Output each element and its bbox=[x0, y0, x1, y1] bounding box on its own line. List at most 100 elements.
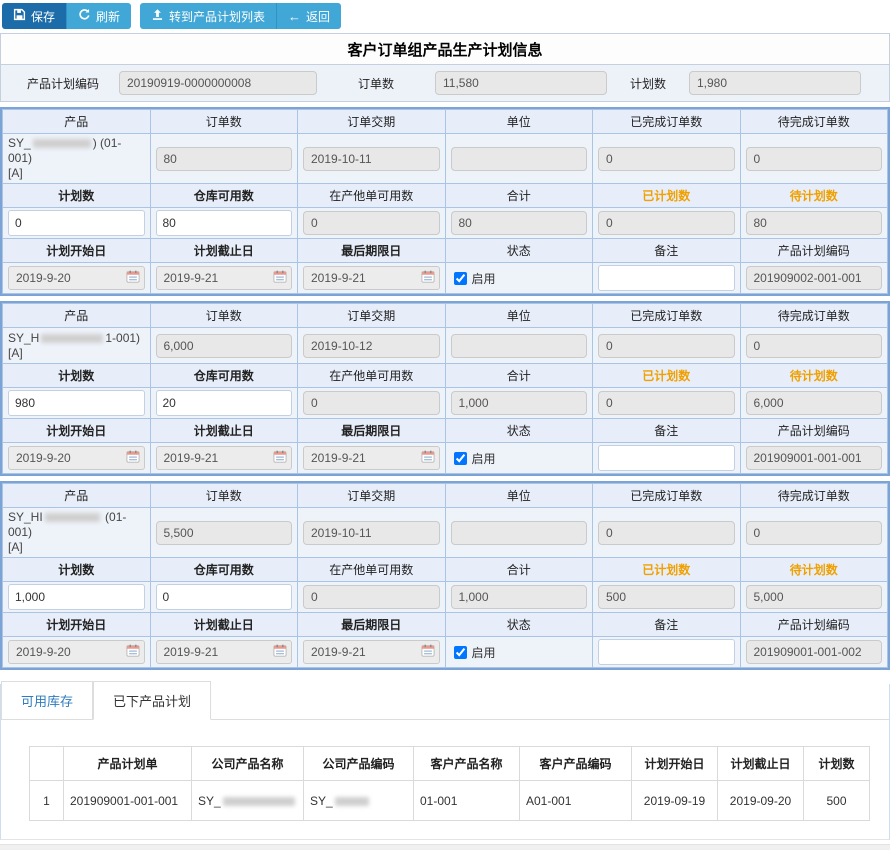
enabled-checkbox[interactable] bbox=[453, 645, 467, 659]
order-qty-value: 80 bbox=[155, 146, 292, 171]
todo-qty-value: 0 bbox=[745, 333, 882, 358]
col-company-product-name: 公司产品名称 bbox=[191, 746, 304, 781]
col-todo-qty: 待完成订单数 bbox=[739, 109, 888, 134]
remark-input[interactable] bbox=[598, 639, 735, 665]
order-qty-value: 5,500 bbox=[155, 520, 292, 545]
plan-qty-cell: 500 bbox=[803, 780, 870, 821]
col-customer-product-name: 客户产品名称 bbox=[413, 746, 520, 781]
col-start-date: 计划开始日 bbox=[2, 238, 151, 263]
back-button[interactable]: ← 返回 bbox=[276, 3, 342, 29]
col-total: 合计 bbox=[444, 363, 593, 388]
col-total: 合计 bbox=[444, 183, 593, 208]
col-other-avail: 在产他单可用数 bbox=[297, 363, 446, 388]
summary-row: 产品计划编码 20190919-0000000008 订单数 11,580 计划… bbox=[1, 65, 889, 101]
calendar-icon[interactable] bbox=[273, 270, 287, 286]
tab-placed-product-plans[interactable]: 已下产品计划 bbox=[93, 681, 212, 720]
calendar-icon[interactable] bbox=[421, 270, 435, 286]
table-row[interactable]: 1 201909001-001-001 SY_ SY_ 01-001 A01-0… bbox=[29, 780, 870, 821]
col-index bbox=[29, 746, 64, 781]
start-date-picker[interactable]: 2019-9-20 bbox=[8, 640, 145, 664]
col-order-qty: 订单数 bbox=[149, 303, 298, 328]
back-button-label: 返回 bbox=[306, 9, 331, 24]
save-button[interactable]: 保存 bbox=[2, 3, 67, 29]
end-date-picker[interactable]: 2019-9-21 bbox=[155, 640, 292, 664]
col-end-date: 计划截止日 bbox=[149, 418, 298, 443]
unit-value bbox=[450, 333, 587, 358]
save-button-label: 保存 bbox=[31, 9, 56, 24]
col-other-avail: 在产他单可用数 bbox=[297, 183, 446, 208]
warehouse-avail-input[interactable] bbox=[155, 210, 292, 236]
other-avail-value: 0 bbox=[303, 391, 440, 415]
summary-plan-code-label: 产品计划编码 bbox=[26, 76, 99, 91]
summary-plan-qty-value: 1,980 bbox=[689, 71, 861, 95]
planned-qty-value: 0 bbox=[598, 391, 735, 415]
refresh-button[interactable]: 刷新 bbox=[66, 3, 132, 29]
col-plan-qty: 计划数 bbox=[2, 183, 151, 208]
remark-input[interactable] bbox=[598, 445, 735, 471]
placed-plans-table: 产品计划单 公司产品名称 公司产品编码 客户产品名称 客户产品编码 计划开始日 … bbox=[29, 746, 870, 821]
calendar-icon[interactable] bbox=[421, 644, 435, 660]
deadline-picker[interactable]: 2019-9-21 bbox=[303, 446, 440, 470]
company-product-code-cell: SY_ bbox=[303, 780, 414, 821]
other-avail-value: 0 bbox=[303, 211, 440, 235]
col-end-date: 计划截止日 bbox=[149, 612, 298, 637]
page-title: 客户订单组产品生产计划信息 bbox=[1, 34, 889, 65]
bottom-panel: 可用库存 已下产品计划 产品计划单 公司产品名称 公司产品编码 客户产品名称 客… bbox=[0, 681, 890, 840]
col-unit: 单位 bbox=[444, 109, 593, 134]
plan-code-value: 201909002-001-001 bbox=[745, 266, 882, 290]
deadline-picker[interactable]: 2019-9-21 bbox=[303, 640, 440, 664]
product-plan-block-2: 产品 订单数 订单交期 单位 已完成订单数 待完成订单数 SY_H 1-001)[… bbox=[0, 301, 890, 476]
summary-plan-qty-label: 计划数 bbox=[629, 76, 666, 91]
plan-qty-input[interactable] bbox=[8, 390, 145, 416]
to-plan-qty-value: 6,000 bbox=[745, 391, 882, 415]
plan-qty-input[interactable] bbox=[8, 584, 145, 610]
start-date-cell: 2019-09-19 bbox=[631, 780, 718, 821]
unit-value bbox=[450, 146, 587, 171]
plan-qty-input[interactable] bbox=[8, 210, 145, 236]
todo-qty-value: 0 bbox=[745, 520, 882, 545]
col-product: 产品 bbox=[2, 483, 151, 508]
col-plan-code: 产品计划编码 bbox=[739, 418, 888, 443]
calendar-icon[interactable] bbox=[126, 270, 140, 286]
col-todo-qty: 待完成订单数 bbox=[739, 303, 888, 328]
warehouse-avail-input[interactable] bbox=[155, 584, 292, 610]
summary-order-qty-label: 订单数 bbox=[357, 76, 394, 91]
total-value: 1,000 bbox=[450, 585, 587, 609]
redacted-text bbox=[222, 796, 295, 806]
remark-input[interactable] bbox=[598, 265, 735, 291]
col-todo-qty: 待完成订单数 bbox=[739, 483, 888, 508]
end-date-picker[interactable]: 2019-9-21 bbox=[155, 446, 292, 470]
col-order-qty: 订单数 bbox=[149, 109, 298, 134]
deadline-picker[interactable]: 2019-9-21 bbox=[303, 266, 440, 290]
goto-product-plan-list-button[interactable]: 转到产品计划列表 bbox=[140, 3, 277, 29]
col-end-date: 计划截止日 bbox=[149, 238, 298, 263]
order-qty-value: 6,000 bbox=[155, 333, 292, 358]
col-customer-product-code: 客户产品编码 bbox=[519, 746, 632, 781]
col-planned-qty: 已计划数 bbox=[592, 183, 741, 208]
product-plan-block-3: 产品 订单数 订单交期 单位 已完成订单数 待完成订单数 SY_HI (01-0… bbox=[0, 481, 890, 670]
col-planned-qty: 已计划数 bbox=[592, 363, 741, 388]
col-product: 产品 bbox=[2, 303, 151, 328]
enabled-label: 启用 bbox=[471, 451, 496, 466]
tab-available-inventory[interactable]: 可用库存 bbox=[1, 681, 94, 720]
to-plan-qty-value: 5,000 bbox=[745, 585, 882, 609]
calendar-icon[interactable] bbox=[126, 644, 140, 660]
col-status: 状态 bbox=[444, 612, 593, 637]
warehouse-avail-input[interactable] bbox=[155, 390, 292, 416]
calendar-icon[interactable] bbox=[126, 450, 140, 466]
start-date-picker[interactable]: 2019-9-20 bbox=[8, 446, 145, 470]
unit-value bbox=[450, 520, 587, 545]
calendar-icon[interactable] bbox=[273, 644, 287, 660]
redacted-text bbox=[41, 333, 104, 343]
end-date-picker[interactable]: 2019-9-21 bbox=[155, 266, 292, 290]
due-date-value: 2019-10-11 bbox=[303, 146, 440, 171]
col-done-qty: 已完成订单数 bbox=[592, 303, 741, 328]
calendar-icon[interactable] bbox=[421, 450, 435, 466]
calendar-icon[interactable] bbox=[273, 450, 287, 466]
enabled-checkbox[interactable] bbox=[453, 451, 467, 465]
table-header-row: 产品计划单 公司产品名称 公司产品编码 客户产品名称 客户产品编码 计划开始日 … bbox=[29, 746, 870, 781]
redacted-text bbox=[44, 513, 100, 523]
save-icon bbox=[13, 8, 26, 24]
enabled-checkbox[interactable] bbox=[453, 271, 467, 285]
start-date-picker[interactable]: 2019-9-20 bbox=[8, 266, 145, 290]
